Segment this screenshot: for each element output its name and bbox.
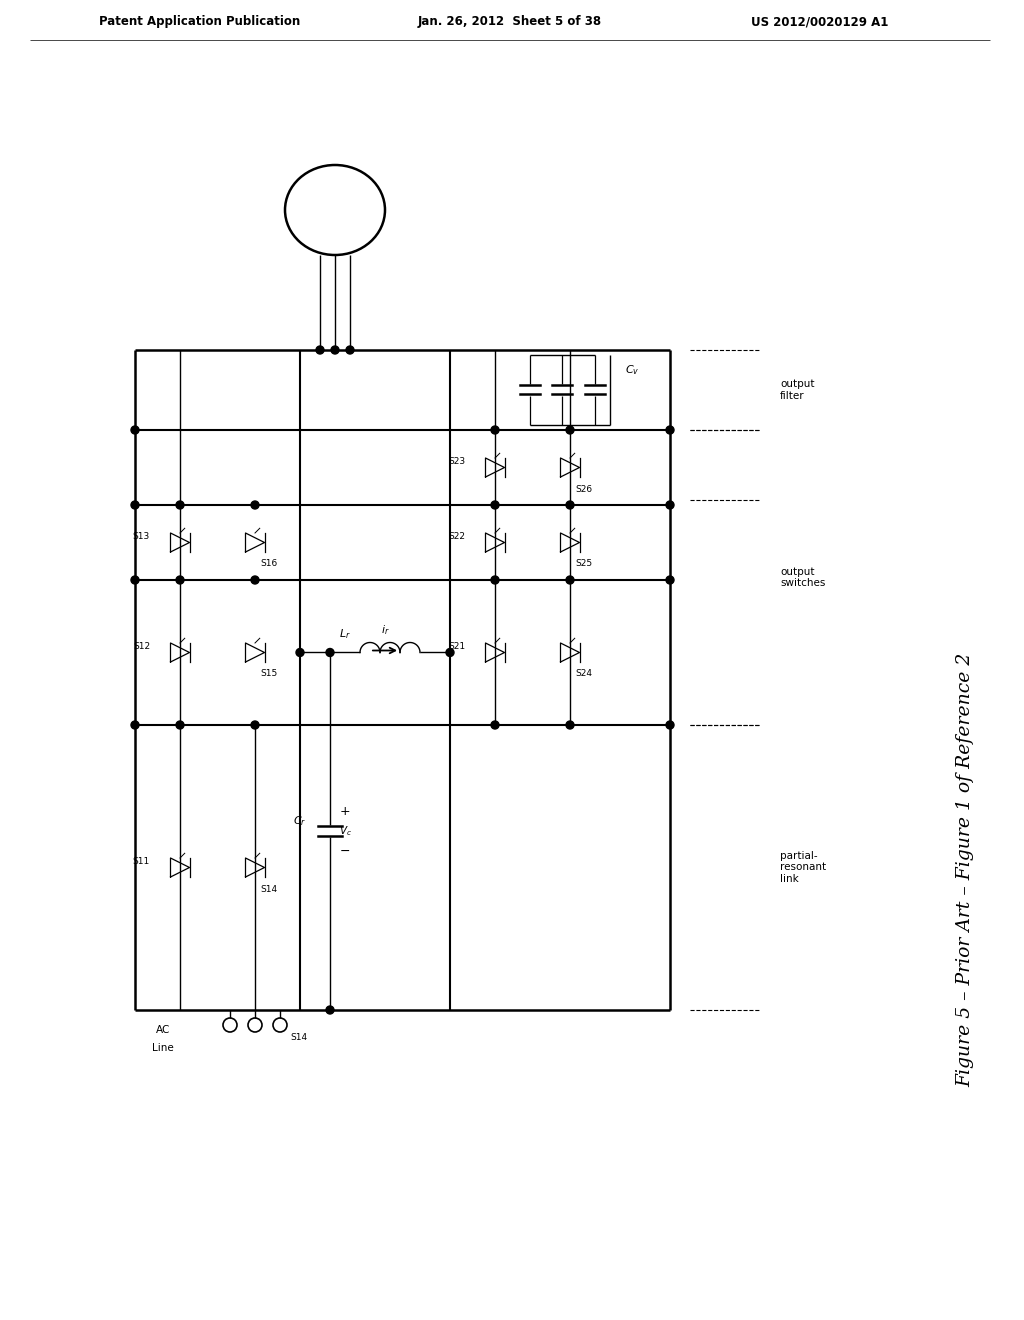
Text: AC: AC (156, 1026, 170, 1035)
Text: $V_c$: $V_c$ (339, 825, 351, 838)
Text: Jan. 26, 2012  Sheet 5 of 38: Jan. 26, 2012 Sheet 5 of 38 (418, 16, 602, 29)
Circle shape (666, 721, 674, 729)
Circle shape (296, 648, 304, 656)
Circle shape (316, 346, 324, 354)
Text: output
filter: output filter (780, 379, 814, 401)
Circle shape (251, 721, 259, 729)
Text: S23: S23 (447, 457, 465, 466)
Text: +: + (340, 805, 350, 818)
Text: Figure 5 – Prior Art – Figure 1 of Reference 2: Figure 5 – Prior Art – Figure 1 of Refer… (956, 653, 974, 1088)
Text: Line: Line (153, 1043, 174, 1053)
Ellipse shape (285, 165, 385, 255)
Text: M: M (322, 195, 349, 224)
Text: S14: S14 (260, 884, 278, 894)
Text: S14: S14 (290, 1034, 307, 1043)
Circle shape (176, 576, 184, 583)
Text: S15: S15 (260, 669, 278, 678)
Circle shape (131, 576, 139, 583)
Circle shape (490, 576, 499, 583)
Circle shape (666, 502, 674, 510)
Text: S22: S22 (449, 532, 465, 541)
Circle shape (251, 502, 259, 510)
Circle shape (326, 648, 334, 656)
Circle shape (566, 721, 574, 729)
Text: $C_v$: $C_v$ (625, 363, 639, 378)
Text: $i_r$: $i_r$ (381, 623, 389, 638)
Text: S11: S11 (133, 857, 150, 866)
Text: US 2012/0020129 A1: US 2012/0020129 A1 (752, 16, 889, 29)
Text: Patent Application Publication: Patent Application Publication (99, 16, 301, 29)
Circle shape (176, 721, 184, 729)
Circle shape (131, 721, 139, 729)
Circle shape (131, 426, 139, 434)
Circle shape (251, 576, 259, 583)
Text: S25: S25 (575, 560, 592, 569)
Circle shape (666, 576, 674, 583)
Text: $L_r$: $L_r$ (339, 627, 351, 642)
Text: output
switches: output switches (780, 566, 825, 589)
Text: S13: S13 (133, 532, 150, 541)
Circle shape (326, 1006, 334, 1014)
Circle shape (566, 502, 574, 510)
Text: −: − (340, 845, 350, 858)
Circle shape (446, 648, 454, 656)
Circle shape (490, 426, 499, 434)
Text: S26: S26 (575, 484, 592, 494)
Circle shape (490, 721, 499, 729)
Text: S21: S21 (447, 642, 465, 651)
Circle shape (666, 426, 674, 434)
Text: S24: S24 (575, 669, 592, 678)
Circle shape (331, 346, 339, 354)
Circle shape (490, 502, 499, 510)
Circle shape (346, 346, 354, 354)
Circle shape (566, 576, 574, 583)
Circle shape (566, 426, 574, 434)
Text: S12: S12 (133, 642, 150, 651)
Circle shape (176, 502, 184, 510)
Circle shape (131, 502, 139, 510)
Text: $C_r$: $C_r$ (293, 814, 306, 828)
Text: partial-
resonant
link: partial- resonant link (780, 851, 826, 884)
Text: S16: S16 (260, 560, 278, 569)
